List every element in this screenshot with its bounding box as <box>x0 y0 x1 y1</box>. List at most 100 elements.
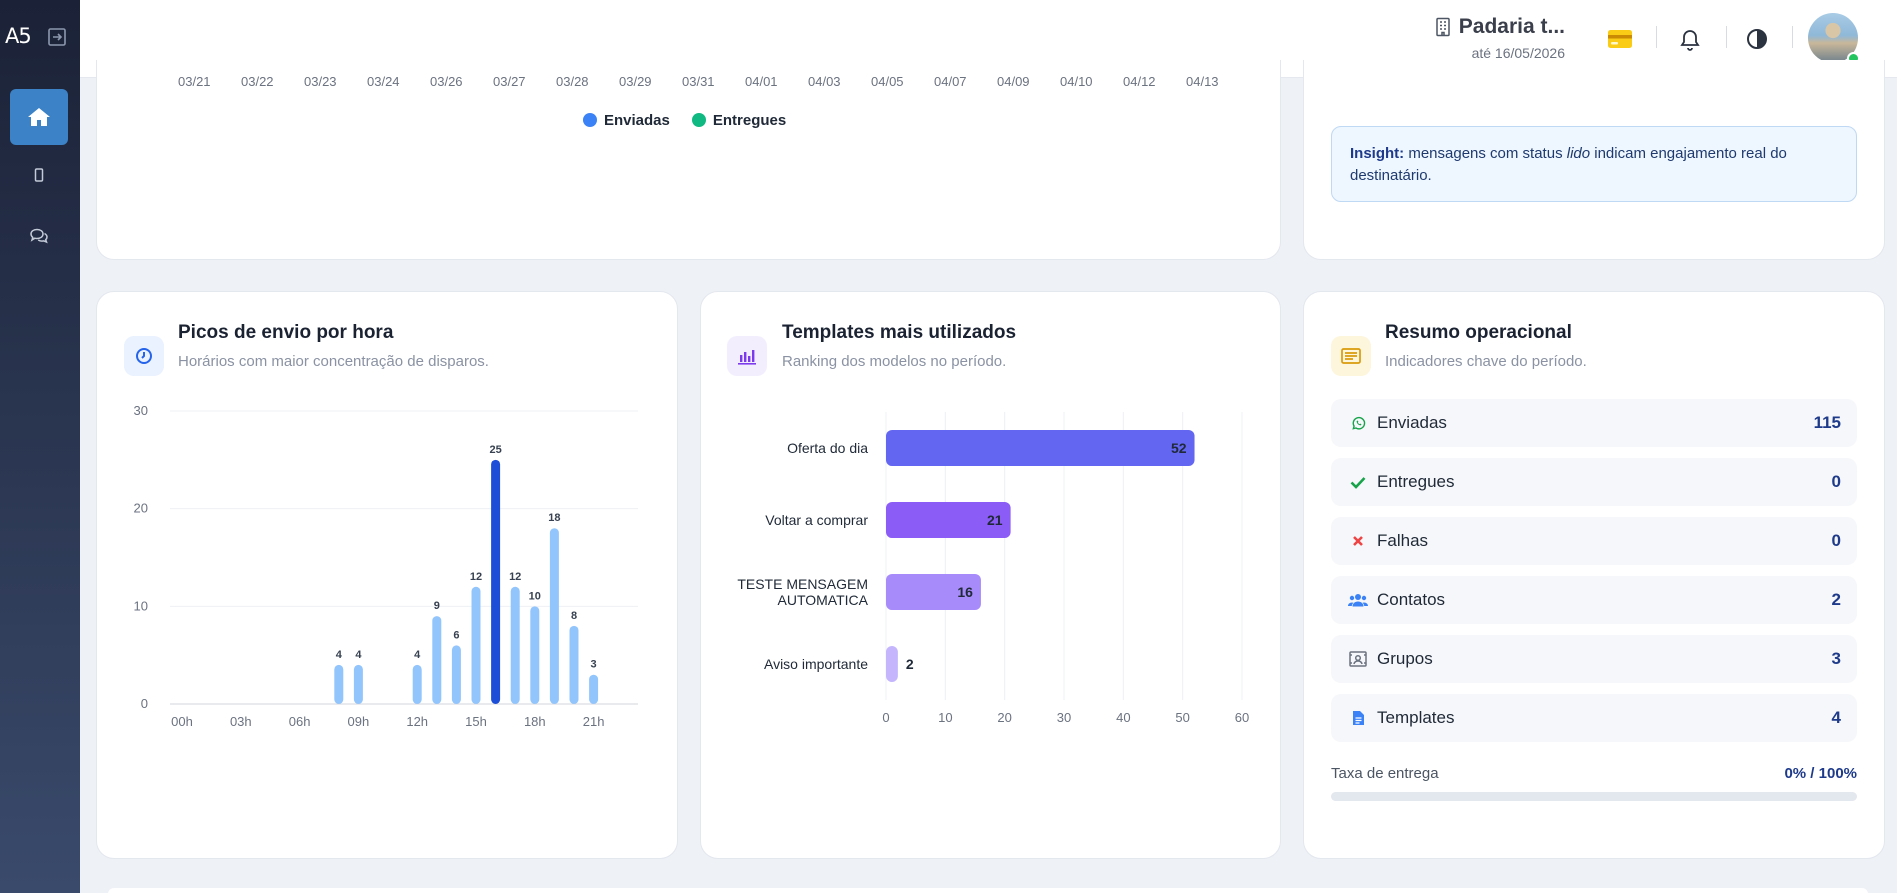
divider <box>1656 26 1657 48</box>
x-tick-label: 09h <box>348 714 370 729</box>
bar-value-label: 18 <box>548 512 560 524</box>
card-title: Templates mais utilizados <box>782 322 1017 343</box>
delivery-rate-label: Taxa de entrega <box>1331 765 1439 782</box>
x-tick-label: 0 <box>882 710 889 725</box>
x-tick-label: 03/31 <box>682 74 715 89</box>
x-tick-label: 04/13 <box>1186 74 1219 89</box>
legend-item-entregues[interactable]: Entregues <box>691 112 786 129</box>
bar-value-label: 3 <box>591 659 597 671</box>
bar-value-label: 4 <box>414 649 421 661</box>
x-tick-label: 03/24 <box>367 74 400 89</box>
sidebar: A5 <box>0 0 80 893</box>
bar-17h <box>510 586 520 704</box>
legend-item-enviadas[interactable]: Enviadas <box>583 112 670 129</box>
summary-value: 3 <box>1831 649 1841 668</box>
y-tick-label: 20 <box>134 501 148 516</box>
x-tick-label: 12h <box>406 714 428 729</box>
x-tick-label: 20 <box>997 710 1011 725</box>
bar-chart-icon <box>738 350 756 365</box>
card-icon <box>1331 336 1371 376</box>
x-tick-label: 03h <box>230 714 252 729</box>
sidebar-item-devices[interactable] <box>26 162 52 188</box>
user-avatar[interactable] <box>1808 13 1860 65</box>
x-tick-label: 21h <box>583 714 605 729</box>
company-name: Padaria t... <box>1458 15 1565 38</box>
templates-bar-chart: 0 10 20 30 40 50 60 52 Oferta do dia 21 Voltar a c… <box>737 412 1249 725</box>
bar-1 <box>886 502 1011 538</box>
operational-summary-card <box>1303 291 1885 859</box>
whatsapp-icon <box>1351 416 1365 430</box>
card-icon <box>124 336 164 376</box>
category-label: Oferta do dia <box>787 440 868 456</box>
timeline-x-axis: 03/21 03/22 03/23 03/24 03/26 03/27 03/28 03/29… <box>178 74 1249 89</box>
bar-2 <box>886 574 981 610</box>
bar-21h <box>589 674 599 704</box>
bar-3 <box>886 646 898 682</box>
timeline-legend: Enviadas Entregues <box>583 112 786 129</box>
bar-value-label: 6 <box>453 629 459 641</box>
x-tick-label: 40 <box>1116 710 1130 725</box>
x-tick-label: 00h <box>171 714 193 729</box>
category-label: Voltar a comprar <box>765 512 868 528</box>
contrast-icon <box>1747 29 1767 49</box>
bar-18h <box>530 606 540 704</box>
card-subtitle: Indicadores chave do período. <box>1385 353 1587 370</box>
summary-value: 0 <box>1831 531 1841 550</box>
x-tick-label: 04/12 <box>1123 74 1156 89</box>
collapse-sidebar-icon[interactable] <box>46 26 68 48</box>
x-tick-label: 03/22 <box>241 74 274 89</box>
insight-box: Insight: mensagens com status lido indic… <box>1331 126 1857 202</box>
x-tick-label: 30 <box>1057 710 1071 725</box>
theme-toggle-button[interactable] <box>1742 24 1772 54</box>
divider <box>1726 26 1727 48</box>
bar-20h <box>569 625 579 704</box>
summary-row-falhas: Falhas 0 <box>1331 517 1857 565</box>
bar-value-label: 25 <box>489 444 501 456</box>
card-title: Picos de envio por hora <box>178 322 394 343</box>
billing-button[interactable] <box>1605 24 1635 54</box>
x-tick-label: 60 <box>1235 710 1249 725</box>
x-tick-label: 04/10 <box>1060 74 1093 89</box>
x-tick-label: 04/01 <box>745 74 778 89</box>
bar-08h <box>334 664 344 704</box>
sidebar-item-chat[interactable] <box>26 223 52 249</box>
chat-icon <box>30 228 48 244</box>
summary-label: Contatos <box>1377 590 1446 609</box>
home-icon <box>28 108 50 126</box>
summary-value: 115 <box>1813 413 1841 432</box>
summary-label: Entregues <box>1377 472 1455 491</box>
company-selector[interactable]: Padaria t... até 16/05/2026 <box>1435 15 1565 61</box>
sidebar-item-home[interactable] <box>10 89 68 145</box>
summary-row-grupos: Grupos 3 <box>1331 635 1857 683</box>
users-icon <box>1348 594 1368 607</box>
card-title: Resumo operacional <box>1385 322 1572 343</box>
bell-icon <box>1680 30 1700 51</box>
bar-value-label: 2 <box>906 656 914 672</box>
bar-value-label: 4 <box>336 649 343 661</box>
bar-value-label: 8 <box>571 610 577 622</box>
x-tick-label: 03/23 <box>304 74 337 89</box>
x-tick-label: 04/09 <box>997 74 1030 89</box>
bar-value-label: 9 <box>434 600 440 612</box>
x-tick-label: 03/27 <box>493 74 526 89</box>
bar-12h <box>412 664 422 704</box>
x-tick-label: 03/29 <box>619 74 652 89</box>
credit-card-icon <box>1608 30 1632 48</box>
notifications-button[interactable] <box>1675 24 1705 54</box>
insight-text: mensagens com status <box>1404 145 1567 162</box>
insight-label: Insight: <box>1350 145 1405 162</box>
bar-value-label: 21 <box>987 512 1003 528</box>
summary-label: Templates <box>1377 708 1455 727</box>
bar-09h <box>353 664 363 704</box>
x-icon <box>1353 536 1363 546</box>
summary-row-templates: Templates 4 <box>1331 694 1857 742</box>
summary-row-entregues: Entregues 0 <box>1331 458 1857 506</box>
delivery-rate-progress <box>1331 792 1857 801</box>
category-label: TESTE MENSAGEM <box>737 576 868 592</box>
bar-value-label: 16 <box>957 584 973 600</box>
summary-row-enviadas: Enviadas 115 <box>1331 399 1857 447</box>
bar-value-label: 12 <box>470 571 482 583</box>
insight-emphasis: lido <box>1566 145 1591 162</box>
y-tick-label: 0 <box>141 696 148 711</box>
